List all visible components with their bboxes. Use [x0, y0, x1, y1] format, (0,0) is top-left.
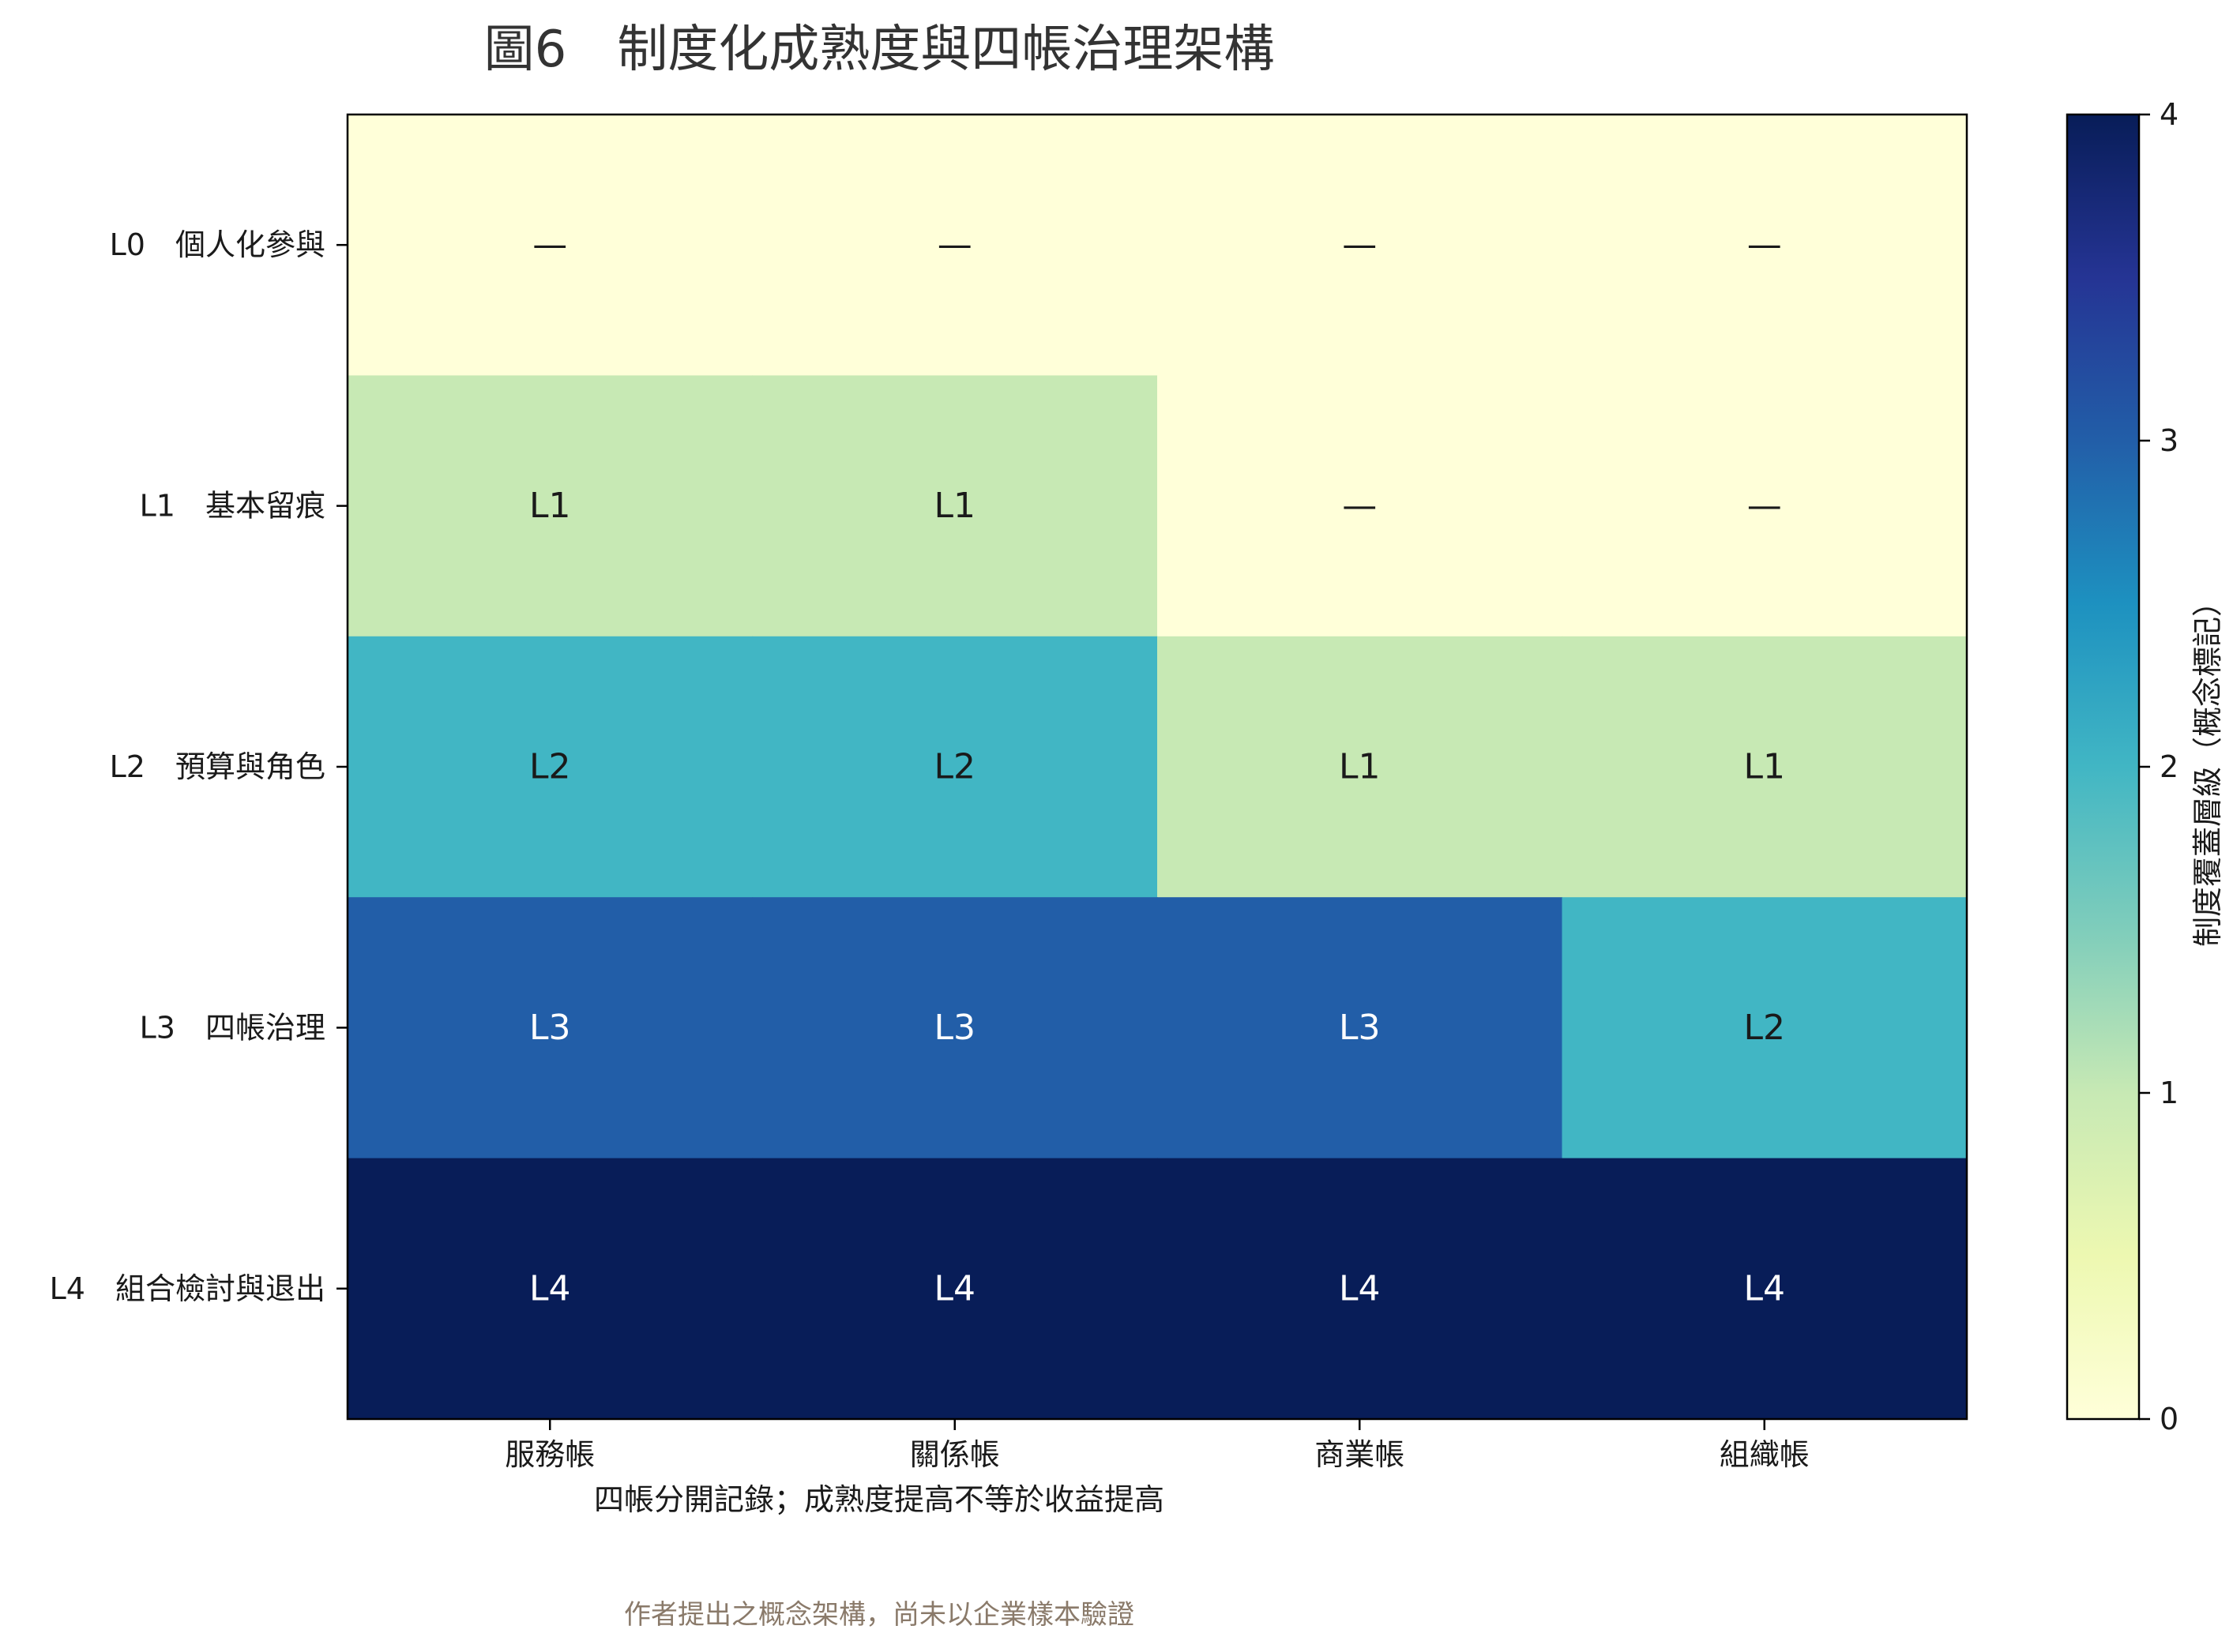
cell-label-r0-c2: —	[1342, 225, 1377, 265]
cell-label-r0-c3: —	[1747, 225, 1782, 265]
cell-label-r1-c1: L1	[934, 486, 976, 526]
y-tick-label: L4 組合檢討與退出	[50, 1271, 325, 1306]
heatmap-cell-r1-c0	[348, 375, 754, 637]
heatmap-cell-r0-c1	[752, 115, 1158, 376]
x-axis-label: 四帳分開記錄；成熟度提高不等於收益提高	[594, 1482, 1164, 1517]
cell-label-r1-c0: L1	[529, 486, 571, 526]
cell-label-r4-c0: L4	[529, 1268, 571, 1308]
cell-label-r1-c2: —	[1342, 486, 1377, 526]
heatmap-cell-r1-c2	[1157, 375, 1563, 637]
heatmap-cell-r2-c0	[348, 636, 754, 898]
cell-label-r0-c0: —	[532, 225, 567, 265]
x-tick-label: 商業帳	[1314, 1437, 1404, 1472]
colorbar-tick-label: 3	[2160, 423, 2178, 458]
heatmap-cell-r0-c2	[1157, 115, 1563, 376]
heatmap-cell-r2-c3	[1562, 636, 1968, 898]
cell-label-r2-c0: L2	[529, 747, 571, 787]
heatmap-cell-r3-c3	[1562, 897, 1968, 1159]
cell-label-r4-c3: L4	[1743, 1268, 1785, 1308]
x-tick-label: 關係帳	[910, 1437, 1000, 1472]
cell-label-r2-c2: L1	[1339, 747, 1381, 787]
colorbar-gradient	[2067, 115, 2139, 1419]
cell-label-r3-c1: L3	[934, 1008, 976, 1048]
heatmap-cell-r0-c3	[1562, 115, 1968, 376]
cell-label-r3-c3: L2	[1743, 1008, 1785, 1048]
x-axis-ticks: 服務帳 關係帳 商業帳 組織帳	[505, 1419, 1810, 1472]
colorbar-tick-label: 1	[2160, 1076, 2178, 1110]
heatmap-cell-r2-c2	[1157, 636, 1563, 898]
cell-label-r0-c1: —	[938, 225, 972, 265]
y-tick-label: L3 四帳治理	[140, 1010, 325, 1045]
heatmap-cell-r2-c1	[752, 636, 1158, 898]
colorbar: 0 1 2 3 4 制度覆蓋層級（概念標記）	[2066, 97, 2225, 1436]
x-tick-label: 服務帳	[505, 1437, 595, 1472]
cell-label-r1-c3: —	[1747, 486, 1782, 526]
heatmap-cell-r3-c0	[348, 897, 754, 1159]
cell-label-r3-c0: L3	[529, 1008, 571, 1048]
heatmap-cell-r4-c3	[1562, 1158, 1968, 1420]
cell-label-r2-c3: L1	[1743, 747, 1785, 787]
chart-title: 圖6 制度化成熟度與四帳治理架構	[484, 21, 1275, 79]
heatmap-cell-labels: — — — — L1 L1 — — L2 L2 L1 L1 L3 L3 L3 L2 L4 L4 L4 L4	[529, 225, 1785, 1309]
heatmap-cell-r3-c1	[752, 897, 1158, 1159]
colorbar-tick-label: 2	[2160, 749, 2178, 784]
heatmap-cell-r3-c2	[1157, 897, 1563, 1159]
cell-label-r4-c2: L4	[1339, 1268, 1381, 1308]
heatmap-cell-r4-c0	[348, 1158, 754, 1420]
heatmap-cell-r1-c3	[1562, 375, 1968, 637]
figure-caption: 作者提出之概念架構，尚未以企業樣本驗證	[624, 1599, 1134, 1631]
heatmap-cell-r1-c1	[752, 375, 1158, 637]
y-tick-label: L0 個人化參與	[110, 227, 325, 262]
colorbar-tick-label: 4	[2160, 97, 2178, 132]
cell-label-r3-c2: L3	[1339, 1008, 1381, 1048]
heatmap-cell-r4-c2	[1157, 1158, 1563, 1420]
colorbar-tick-label: 0	[2160, 1402, 2178, 1436]
cell-label-r4-c1: L4	[934, 1268, 976, 1308]
cell-label-r2-c1: L2	[934, 747, 976, 787]
heatmap-cell-r0-c0	[348, 115, 754, 376]
y-tick-label: L2 預算與角色	[110, 749, 325, 784]
colorbar-label: 制度覆蓋層級（概念標記）	[2190, 587, 2225, 947]
y-axis-ticks: L0 個人化參與 L1 基本留痕 L2 預算與角色 L3 四帳治理 L4 組合檢討與退出	[50, 227, 348, 1306]
x-tick-label: 組織帳	[1720, 1437, 1810, 1472]
heatmap-cells	[348, 115, 1968, 1420]
heatmap-cell-r4-c1	[752, 1158, 1158, 1420]
y-tick-label: L1 基本留痕	[140, 489, 325, 524]
